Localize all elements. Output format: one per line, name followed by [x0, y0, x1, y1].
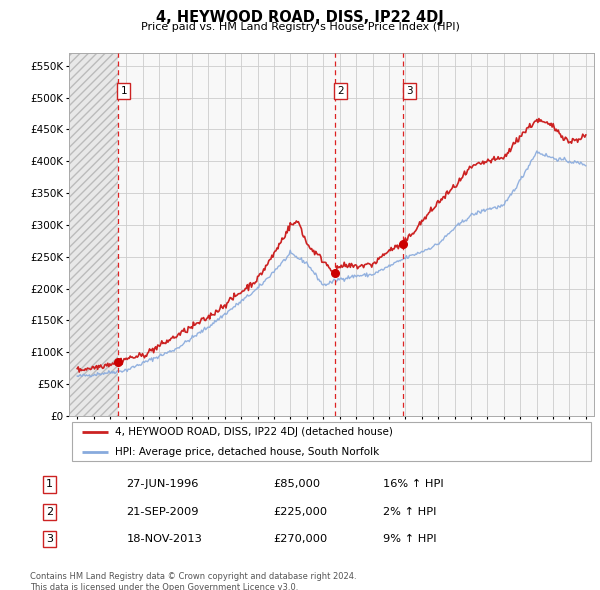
Text: 16% ↑ HPI: 16% ↑ HPI — [383, 480, 444, 489]
Text: £225,000: £225,000 — [273, 507, 327, 517]
Text: 2% ↑ HPI: 2% ↑ HPI — [383, 507, 437, 517]
Text: 1: 1 — [121, 86, 127, 96]
Text: Price paid vs. HM Land Registry's House Price Index (HPI): Price paid vs. HM Land Registry's House … — [140, 22, 460, 32]
Text: 4, HEYWOOD ROAD, DISS, IP22 4DJ (detached house): 4, HEYWOOD ROAD, DISS, IP22 4DJ (detache… — [115, 427, 393, 437]
Text: 18-NOV-2013: 18-NOV-2013 — [127, 535, 202, 544]
Text: 2: 2 — [46, 507, 53, 517]
Text: 9% ↑ HPI: 9% ↑ HPI — [383, 535, 437, 544]
Text: £85,000: £85,000 — [273, 480, 320, 489]
Text: HPI: Average price, detached house, South Norfolk: HPI: Average price, detached house, Sout… — [115, 447, 379, 457]
Bar — [69, 53, 118, 416]
Text: 3: 3 — [46, 535, 53, 544]
Text: 27-JUN-1996: 27-JUN-1996 — [127, 480, 199, 489]
Text: 1: 1 — [46, 480, 53, 489]
Text: Contains HM Land Registry data © Crown copyright and database right 2024.
This d: Contains HM Land Registry data © Crown c… — [30, 572, 356, 590]
Text: 2: 2 — [338, 86, 344, 96]
FancyBboxPatch shape — [71, 422, 592, 461]
Text: 3: 3 — [406, 86, 412, 96]
Text: 21-SEP-2009: 21-SEP-2009 — [127, 507, 199, 517]
Text: £270,000: £270,000 — [273, 535, 327, 544]
Text: 4, HEYWOOD ROAD, DISS, IP22 4DJ: 4, HEYWOOD ROAD, DISS, IP22 4DJ — [156, 10, 444, 25]
